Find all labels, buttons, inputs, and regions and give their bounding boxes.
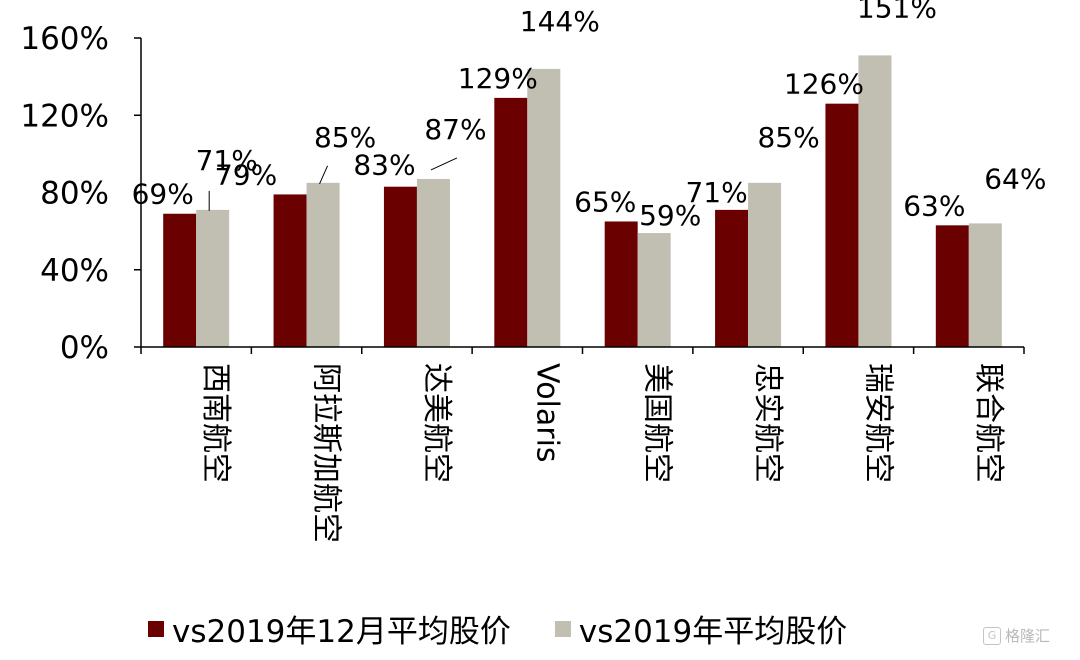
watermark-logo-icon: G — [982, 626, 1001, 645]
bar-2019-avg — [968, 223, 1002, 347]
bar-2019-avg — [306, 182, 340, 347]
bars — [163, 55, 1002, 348]
y-tick-label: 0% — [60, 330, 109, 366]
value-label-2019-avg: 64% — [984, 162, 1046, 195]
x-tick-label: 美国航空 — [640, 363, 675, 483]
legend: vs2019年12月平均股价 vs2019年平均股价 — [148, 606, 891, 651]
value-label-2019-avg: 71% — [196, 144, 258, 177]
value-label-dec-2019: 129% — [458, 62, 538, 95]
value-label-2019-avg: 59% — [639, 199, 701, 232]
x-tick-label: 西南航空 — [198, 363, 233, 483]
bar-dec-2019 — [825, 103, 859, 347]
value-label-dec-2019: 63% — [903, 189, 965, 222]
legend-item-dec-2019: vs2019年12月平均股价 — [148, 606, 511, 651]
bar-dec-2019 — [163, 213, 197, 347]
value-label-2019-avg: 85% — [314, 121, 376, 154]
legend-label-dec-2019: vs2019年12月平均股价 — [172, 614, 511, 650]
watermark-text: 格隆汇 — [1004, 627, 1050, 645]
value-label-dec-2019: 65% — [574, 185, 636, 218]
value-labels: 69% 79% 83% 129% 65% 71% 126% 63% 71% 85% 87% 144% 5… — [132, 0, 1047, 232]
bar-dec-2019 — [494, 97, 528, 348]
y-axis: 0% 40% 80% 120% 160% — [20, 21, 142, 366]
x-tick-label: Volaris — [529, 363, 564, 463]
bar-dec-2019 — [273, 194, 307, 347]
bar-2019-avg — [858, 55, 892, 347]
bar-2019-avg — [748, 182, 782, 347]
x-tick-label: 阿拉斯加航空 — [309, 363, 344, 543]
x-axis: 西南航空 阿拉斯加航空 达美航空 Volaris 美国航空 忠实航空 瑞安航空 联合航空 — [140, 346, 1025, 543]
bar-2019-avg — [637, 233, 671, 347]
legend-item-2019-avg: vs2019年平均股价 — [554, 606, 848, 651]
label-leader-line — [430, 157, 458, 171]
x-tick-label: 瑞安航空 — [860, 363, 895, 483]
value-label-2019-avg: 87% — [424, 113, 486, 146]
y-tick-label: 80% — [40, 176, 109, 212]
bar-dec-2019 — [383, 186, 417, 347]
bar-dec-2019 — [715, 209, 749, 347]
value-label-2019-avg: 144% — [520, 5, 600, 38]
y-tick-label: 40% — [40, 253, 109, 289]
x-tick-label: 联合航空 — [971, 363, 1006, 483]
bar-2019-avg — [196, 209, 230, 347]
bar-dec-2019 — [604, 221, 638, 347]
value-label-dec-2019: 126% — [784, 68, 864, 101]
watermark: G 格隆汇 — [982, 625, 1050, 646]
y-tick-label: 120% — [20, 98, 109, 134]
x-tick-label: 忠实航空 — [750, 363, 785, 483]
y-tick-label: 160% — [20, 21, 109, 57]
legend-label-2019-avg: vs2019年平均股价 — [578, 614, 848, 650]
x-tick-label: 达美航空 — [419, 363, 454, 483]
value-label-dec-2019: 69% — [132, 178, 194, 211]
value-label-2019-avg: 85% — [757, 121, 819, 154]
value-label-2019-avg: 151% — [857, 0, 937, 24]
value-label-dec-2019: 71% — [685, 176, 747, 209]
legend-swatch-dec-2019 — [148, 620, 164, 637]
label-leader-line — [319, 165, 329, 185]
bar-2019-avg — [527, 68, 561, 348]
value-label-dec-2019: 79% — [215, 158, 277, 191]
bar-dec-2019 — [935, 225, 969, 347]
bar-2019-avg — [416, 178, 450, 347]
legend-swatch-2019-avg — [554, 620, 571, 637]
value-label-dec-2019: 83% — [353, 149, 415, 182]
